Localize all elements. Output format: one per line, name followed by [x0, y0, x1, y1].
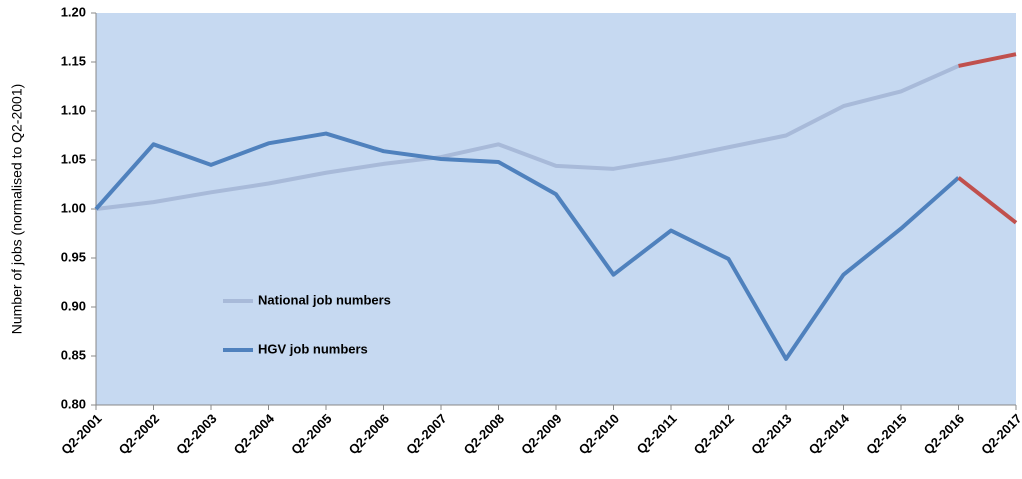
x-tick-label: Q2-2009 — [518, 411, 564, 457]
y-tick-label: 1.00 — [61, 200, 86, 215]
y-tick-label: 1.15 — [61, 53, 86, 68]
x-tick-label: Q2-2002 — [116, 411, 162, 457]
y-axis-label: Number of jobs (normalised to Q2-2001) — [9, 84, 25, 335]
series-line — [95, 64, 960, 211]
x-tick-label: Q2-2012 — [691, 411, 737, 457]
y-tick-label: 1.10 — [61, 102, 86, 117]
x-tick-label: Q2-2008 — [461, 411, 507, 457]
x-tick-label: Q2-2013 — [748, 411, 794, 457]
x-tick-label: Q2-2011 — [634, 411, 680, 457]
y-tick-label: 0.80 — [61, 396, 86, 411]
x-tick-label: Q2-2004 — [231, 410, 278, 457]
legend-label: National job numbers — [258, 292, 391, 307]
y-tick-label: 0.90 — [61, 298, 86, 313]
x-tick-label: Q2-2003 — [173, 411, 219, 457]
x-tick-label: Q2-2005 — [288, 411, 334, 457]
x-tick-label: Q2-2015 — [863, 411, 909, 457]
x-tick-label: Q2-2014 — [806, 410, 853, 457]
x-tick-label: Q2-2010 — [576, 411, 622, 457]
x-tick-label: Q2-2016 — [921, 411, 967, 457]
y-tick-label: 0.95 — [61, 249, 86, 264]
x-tick-label: Q2-2017 — [978, 411, 1022, 457]
legend-label: HGV job numbers — [258, 341, 368, 356]
series-line — [94, 131, 960, 361]
x-tick-label: Q2-2001 — [58, 411, 104, 457]
series-line — [958, 52, 1017, 68]
y-tick-label: 0.85 — [61, 347, 86, 362]
series-line — [957, 176, 1018, 225]
y-tick-label: 1.20 — [61, 4, 86, 19]
x-tick-label: Q2-2006 — [346, 411, 392, 457]
plot-area — [96, 13, 1016, 405]
y-tick-label: 1.05 — [61, 151, 86, 166]
x-tick-label: Q2-2007 — [403, 411, 449, 457]
